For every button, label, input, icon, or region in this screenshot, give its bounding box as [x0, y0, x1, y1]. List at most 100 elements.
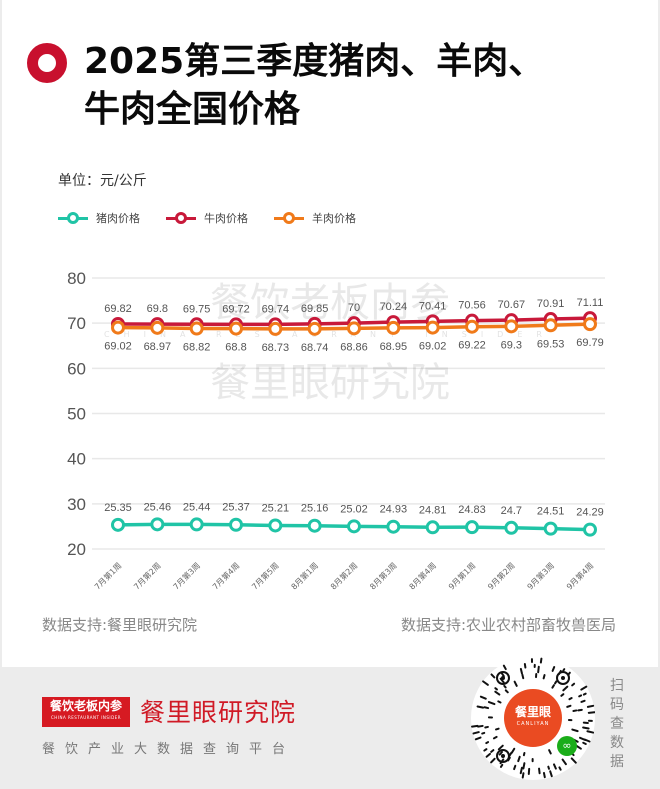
data-point[interactable]	[543, 318, 558, 333]
value-label: 68.73	[262, 342, 290, 354]
legend-label: 猪肉价格	[96, 212, 140, 225]
value-label: 24.81	[419, 504, 447, 516]
data-point[interactable]	[111, 320, 125, 335]
chart-legend: 猪肉价格 牛肉价格 羊肉价格	[58, 210, 356, 226]
value-label: 70.56	[458, 300, 486, 312]
legend-swatch-icon	[58, 211, 88, 225]
y-tick-label: 30	[67, 495, 86, 514]
data-point[interactable]	[465, 319, 479, 334]
legend-label: 牛肉价格	[204, 212, 248, 225]
x-tick-label: 7月第4周	[210, 560, 241, 591]
value-label: 69.22	[458, 340, 486, 352]
value-label: 68.97	[144, 341, 172, 353]
value-label: 69.75	[183, 303, 211, 315]
watermark-line1: 餐饮老板内参	[210, 280, 450, 326]
data-point[interactable]	[543, 521, 558, 536]
value-label: 68.86	[340, 341, 368, 353]
data-point[interactable]	[347, 321, 361, 336]
data-point[interactable]	[386, 519, 401, 534]
data-point[interactable]	[268, 518, 283, 533]
brand-box-sub: CHINA RESTAURANT INSIDER	[51, 715, 121, 720]
qr-center-text: 餐里眼	[514, 705, 551, 719]
data-point[interactable]	[150, 517, 165, 532]
y-tick-label: 50	[67, 405, 86, 424]
y-tick-label: 60	[67, 359, 86, 378]
value-label: 70	[348, 302, 360, 314]
legend-item-mutton[interactable]: 羊肉价格	[274, 210, 356, 226]
data-point[interactable]	[465, 520, 479, 535]
data-point[interactable]	[189, 321, 204, 336]
value-label: 69.82	[104, 303, 132, 315]
y-tick-label: 80	[67, 269, 86, 288]
value-label: 25.21	[262, 502, 290, 514]
title-line-1: 2025第三季度猪肉、羊肉、	[84, 41, 545, 82]
data-point[interactable]	[504, 319, 519, 334]
value-label: 69.79	[576, 337, 604, 349]
value-label: 24.7	[501, 505, 522, 517]
legend-item-beef[interactable]: 牛肉价格	[166, 210, 248, 226]
data-point[interactable]	[150, 320, 165, 335]
value-label: 24.29	[576, 507, 604, 519]
page-title: 2025第三季度猪肉、羊肉、 牛肉全国价格	[84, 38, 604, 134]
data-point[interactable]	[386, 320, 401, 335]
value-label: 69.02	[419, 341, 447, 353]
unit-label: 单位：元/公斤	[58, 173, 147, 189]
data-point[interactable]	[347, 519, 361, 534]
qr-pattern-icon	[471, 657, 596, 779]
brand-box-label: 餐饮老板内参	[49, 699, 122, 713]
data-point[interactable]	[229, 517, 243, 532]
value-label: 69.85	[301, 303, 329, 315]
x-tick-label: 7月第5周	[250, 560, 281, 591]
data-point[interactable]	[425, 520, 440, 535]
value-label: 25.44	[183, 501, 211, 513]
value-label: 24.51	[537, 506, 565, 518]
value-label: 69.8	[147, 303, 168, 315]
value-label: 70.41	[419, 300, 447, 312]
value-label: 25.37	[222, 502, 250, 514]
value-label: 25.16	[301, 503, 329, 515]
x-tick-label: 7月第2周	[132, 560, 163, 591]
data-point[interactable]	[111, 517, 125, 532]
legend-label: 羊肉价格	[312, 212, 356, 225]
data-point[interactable]	[583, 522, 597, 537]
x-tick-label: 9月第3周	[525, 560, 556, 591]
infographic-card	[2, 0, 658, 667]
mini-program-icon: ∞	[557, 736, 577, 756]
source-right: 数据支持:农业农村部畜牧兽医局	[400, 616, 616, 634]
value-label: 71.11	[577, 297, 604, 309]
data-point[interactable]	[504, 520, 519, 535]
data-point[interactable]	[268, 321, 283, 336]
title-line-2: 牛肉全国价格	[84, 89, 301, 130]
x-tick-label: 8月第1周	[289, 560, 320, 591]
legend-swatch-icon	[274, 211, 304, 225]
data-point[interactable]	[425, 320, 440, 335]
data-point[interactable]	[189, 517, 204, 532]
value-label: 24.93	[380, 504, 408, 516]
data-point[interactable]	[229, 321, 243, 336]
x-tick-label: 9月第1周	[446, 560, 477, 591]
value-label: 69.3	[501, 339, 522, 351]
value-label: 70.67	[498, 299, 526, 311]
x-tick-label: 8月第3周	[368, 560, 399, 591]
value-label: 69.74	[262, 303, 290, 315]
data-point[interactable]	[307, 518, 322, 533]
value-label: 68.82	[183, 341, 211, 353]
data-point[interactable]	[583, 317, 597, 332]
value-label: 68.8	[225, 342, 246, 354]
value-label: 69.72	[222, 303, 250, 315]
legend-swatch-icon	[166, 211, 196, 225]
data-point[interactable]	[307, 321, 322, 336]
qr-code[interactable]: 餐里眼 CANLIYAN ∞	[471, 656, 596, 780]
brand-name: 餐里眼研究院	[140, 698, 297, 727]
watermark-line2: 餐里眼研究院	[210, 360, 450, 406]
brand-slogan: 餐饮产业大数据查询平台	[42, 742, 296, 757]
value-label: 70.91	[537, 298, 565, 310]
legend-item-pork[interactable]: 猪肉价格	[58, 210, 140, 226]
value-label: 25.46	[144, 501, 172, 513]
line-chart: 20 30 40 50 60 70 80 餐饮老板内参 CHINA RESTAURANT INS…	[67, 269, 605, 592]
value-label: 68.74	[301, 342, 329, 354]
brand-logo-box: 餐饮老板内参 CHINA RESTAURANT INSIDER	[42, 697, 130, 727]
watermark-en: CHINA RESTAURANT INSIDER	[104, 330, 556, 339]
x-tick-label: 7月第3周	[171, 560, 202, 591]
y-tick-label: 40	[67, 450, 86, 469]
